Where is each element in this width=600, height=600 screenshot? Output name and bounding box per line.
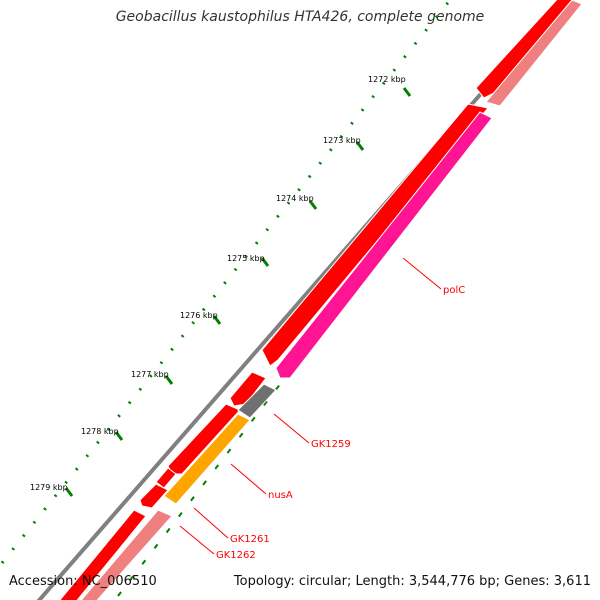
gene-feature: [139, 483, 169, 509]
map-title: Geobacillus kaustophilus HTA426, complet…: [115, 9, 485, 25]
scale-label: 1278 kbp: [81, 427, 119, 436]
gene-feature: [261, 103, 489, 367]
gene-label-GK1261: GK1261: [230, 534, 270, 545]
gene-label-GK1259: GK1259: [311, 439, 351, 450]
scale-ticks: 1272 kbp 1273 kbp 1274 kbp 1275 kbp 1276…: [30, 75, 412, 497]
gene-label-GK1262: GK1262: [216, 550, 256, 561]
gene-feature: [229, 371, 267, 407]
gene-GK1259: [237, 383, 277, 419]
gene-feature: [155, 467, 177, 489]
scale-label: 1276 kbp: [180, 311, 218, 320]
scale-label: 1279 kbp: [30, 483, 68, 492]
minor-ticks-inner: [117, 0, 576, 597]
gene-feature: [59, 509, 147, 600]
gene-labels: polC GK1259 nusA GK1261 GK1262: [216, 285, 465, 561]
genome-backbone: [36, 0, 566, 600]
accession-text: Accession: NC_006510: [9, 574, 157, 589]
gene-feature: [80, 509, 173, 600]
scale-label: 1277 kbp: [131, 370, 169, 379]
gene-polC: [275, 111, 493, 379]
scale-label: 1273 kbp: [323, 136, 361, 145]
scale-label: 1272 kbp: [368, 75, 406, 84]
reverse-strand-track: [80, 0, 583, 600]
gene-feature: [485, 0, 583, 107]
scale-label: 1275 kbp: [227, 254, 265, 263]
gene-label-polC: polC: [443, 285, 465, 296]
gene-nusA: [163, 413, 251, 505]
label-leaders: [179, 257, 442, 555]
forward-strand-track: [59, 0, 575, 600]
minor-ticks-outer: [0, 0, 452, 564]
gene-label-nusA: nusA: [268, 490, 293, 501]
genome-summary-text: Topology: circular; Length: 3,544,776 bp…: [233, 574, 591, 589]
scale-label: 1274 kbp: [276, 194, 314, 203]
